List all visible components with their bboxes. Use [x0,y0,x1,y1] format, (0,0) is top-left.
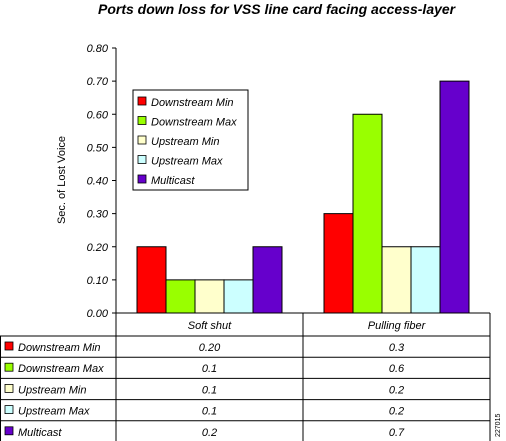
table-row-label: Multicast [18,427,62,439]
table-swatch [4,362,14,372]
chart-title: Ports down loss for VSS line card facing… [98,1,457,17]
y-tick-label: 0.80 [87,43,109,55]
axes: 0.00 0.10 0.20 0.30 0.40 0.50 0.60 0.70 0.80 [87,43,117,320]
bar-downstream-max [165,279,196,314]
legend-label: Downstream Max [151,117,237,129]
table-cell-value: 0.20 [199,342,221,354]
table-cell-value: 0.2 [389,406,404,418]
y-tick-label: 0.20 [87,242,109,254]
table-row-label: Upstream Max [18,406,90,418]
category-label: Soft shut [188,320,232,332]
table-cell-value: 0.1 [202,363,217,375]
table-swatch [4,426,14,436]
category-label: Pulling fiber [368,320,427,332]
table-cell-value: 0.3 [389,342,405,354]
bar-downstream-min [323,213,354,314]
legend-swatch [137,96,147,106]
legend-swatch [137,135,147,145]
table-row-label: Downstream Max [18,363,104,375]
legend-label: Multicast [151,175,195,187]
legend-swatch [137,174,147,184]
table-cell-value: 0.6 [389,363,405,375]
table-row-label: Downstream Min [18,342,101,354]
legend-swatch [137,155,147,164]
y-axis-label: Sec. of Lost Voice [56,136,68,224]
table-cell-value: 0.1 [202,406,217,418]
y-tick-label: 0.50 [87,142,109,154]
bar-upstream-min [381,246,412,314]
table-cell-value: 0.2 [389,384,404,396]
table-swatch [4,341,14,351]
y-tick-label: 0.70 [87,76,109,88]
table-swatch [4,383,14,393]
y-tick-label: 0.40 [87,176,109,188]
table-swatch [4,405,14,415]
y-tick-label: 0.60 [87,109,109,121]
table-row-label: Upstream Min [18,384,86,396]
bar-upstream-min [194,279,225,314]
bar-upstream-max [223,279,254,314]
legend-label: Downstream Min [151,97,234,109]
legend-label: Upstream Min [151,136,219,148]
y-tick-label: 0.10 [87,275,109,287]
bar-upstream-max [410,246,441,314]
bar-multicast [252,246,283,314]
legend-swatch [137,116,147,125]
y-tick-label: 0.30 [87,209,109,221]
legend-label: Upstream Max [151,156,223,168]
bar-downstream-max [352,113,383,314]
table-cell-value: 0.2 [202,427,217,439]
bar-downstream-min [136,246,167,314]
bar-multicast [439,80,470,314]
legend: Downstream Min Downstream Max Upstream Min… [132,89,249,191]
figure-id: 227015 [495,414,502,437]
y-tick-label: 0.00 [87,308,109,320]
table-cell-value: 0.1 [202,384,217,396]
table-cell-value: 0.7 [389,427,405,439]
legend-box [132,89,249,191]
